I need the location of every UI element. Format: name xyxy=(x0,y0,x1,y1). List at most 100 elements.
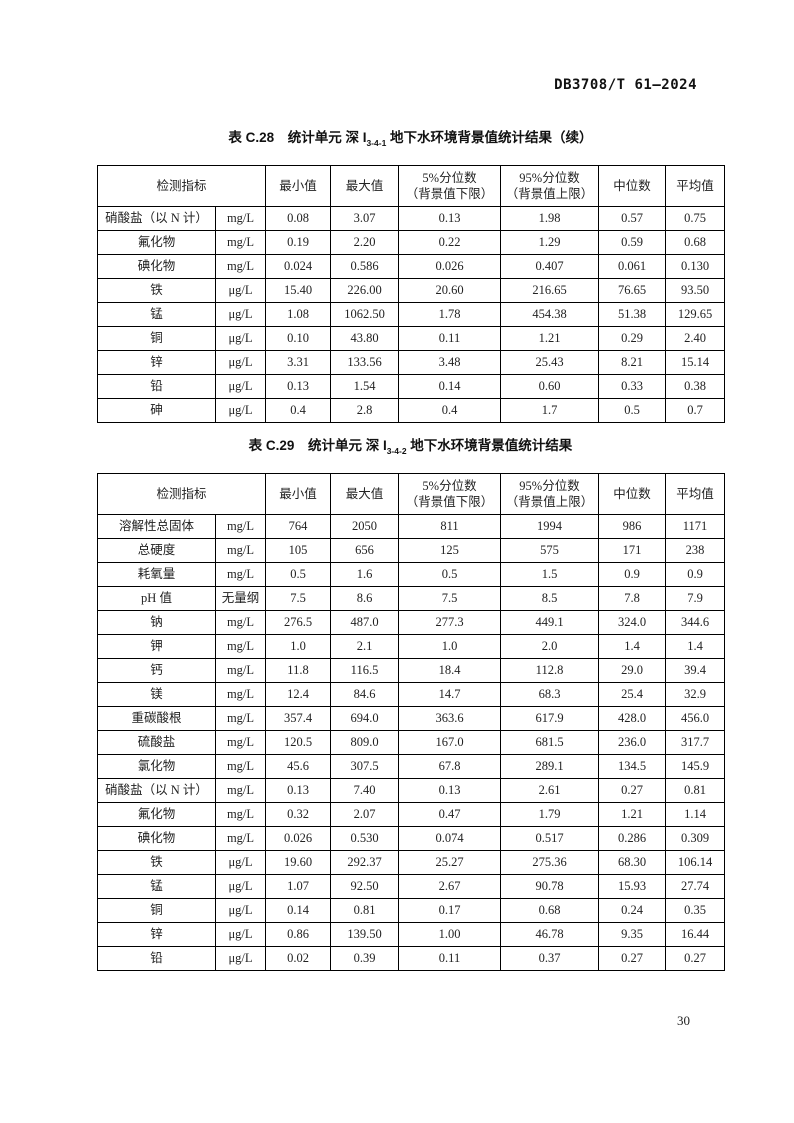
max-cell: 0.530 xyxy=(330,826,400,851)
table-row: 重碳酸根 mg/L 357.4 694.0 363.6 617.9 428.0 456.0 xyxy=(97,706,726,731)
p5-cell: 14.7 xyxy=(398,682,502,707)
unit-cell: mg/L xyxy=(214,658,267,683)
col-header-mean: 平均值 xyxy=(665,473,726,515)
p95-cell: 1.5 xyxy=(500,562,600,587)
mean-cell: 129.65 xyxy=(665,302,726,327)
mean-cell: 1171 xyxy=(665,514,726,539)
table-row: 铜 μg/L 0.10 43.80 0.11 1.21 0.29 2.40 xyxy=(97,326,726,351)
col-header-p5-line1: 5%分位数 xyxy=(422,479,477,493)
max-cell: 2050 xyxy=(330,514,400,539)
unit-cell: mg/L xyxy=(214,538,267,563)
col-header-p95: 95%分位数 （背景值上限） xyxy=(500,165,600,207)
unit-cell: mg/L xyxy=(214,610,267,635)
mean-cell: 0.27 xyxy=(665,946,726,971)
mean-cell: 93.50 xyxy=(665,278,726,303)
indicator-cell: 钠 xyxy=(97,610,216,635)
max-cell: 7.40 xyxy=(330,778,400,803)
col-header-p95: 95%分位数 （背景值上限） xyxy=(500,473,600,515)
max-cell: 307.5 xyxy=(330,754,400,779)
median-cell: 0.59 xyxy=(598,230,667,255)
median-cell: 0.9 xyxy=(598,562,667,587)
table-row: 砷 μg/L 0.4 2.8 0.4 1.7 0.5 0.7 xyxy=(97,398,726,423)
table-c28: 检测指标 最小值 最大值 5%分位数 （背景值下限） 95%分位数 （背景值上限） … xyxy=(96,165,726,423)
min-cell: 0.13 xyxy=(265,374,332,399)
p5-cell: 0.22 xyxy=(398,230,502,255)
table-row: 钾 mg/L 1.0 2.1 1.0 2.0 1.4 1.4 xyxy=(97,634,726,659)
mean-cell: 39.4 xyxy=(665,658,726,683)
min-cell: 0.10 xyxy=(265,326,332,351)
p5-cell: 3.48 xyxy=(398,350,502,375)
min-cell: 0.32 xyxy=(265,802,332,827)
col-header-p95-line2: （背景值上限） xyxy=(505,187,594,201)
mean-cell: 0.75 xyxy=(665,206,726,231)
unit-cell: μg/L xyxy=(214,278,267,303)
p5-cell: 0.11 xyxy=(398,946,502,971)
median-cell: 428.0 xyxy=(598,706,667,731)
table-row: 锌 μg/L 3.31 133.56 3.48 25.43 8.21 15.14 xyxy=(97,350,726,375)
median-cell: 15.93 xyxy=(598,874,667,899)
max-cell: 2.1 xyxy=(330,634,400,659)
table-row: 耗氧量 mg/L 0.5 1.6 0.5 1.5 0.9 0.9 xyxy=(97,562,726,587)
p5-cell: 1.00 xyxy=(398,922,502,947)
table-title-prefix: 表 C.29 统计单元 深 I xyxy=(248,438,387,453)
p5-cell: 0.4 xyxy=(398,398,502,423)
table-row: 氟化物 mg/L 0.32 2.07 0.47 1.79 1.21 1.14 xyxy=(97,802,726,827)
mean-cell: 145.9 xyxy=(665,754,726,779)
median-cell: 171 xyxy=(598,538,667,563)
p5-cell: 20.60 xyxy=(398,278,502,303)
min-cell: 45.6 xyxy=(265,754,332,779)
indicator-cell: 铅 xyxy=(97,946,216,971)
min-cell: 0.86 xyxy=(265,922,332,947)
unit-cell: μg/L xyxy=(214,922,267,947)
table-row: 溶解性总固体 mg/L 764 2050 811 1994 986 1171 xyxy=(97,514,726,539)
min-cell: 105 xyxy=(265,538,332,563)
p95-cell: 1.7 xyxy=(500,398,600,423)
mean-cell: 238 xyxy=(665,538,726,563)
indicator-cell: 铁 xyxy=(97,850,216,875)
unit-cell: mg/L xyxy=(214,230,267,255)
unit-cell: mg/L xyxy=(214,254,267,279)
p5-cell: 18.4 xyxy=(398,658,502,683)
table-c29: 检测指标 最小值 最大值 5%分位数 （背景值下限） 95%分位数 （背景值上限） … xyxy=(96,473,726,971)
header-row: 检测指标 最小值 最大值 5%分位数 （背景值下限） 95%分位数 （背景值上限） … xyxy=(96,473,726,515)
max-cell: 0.39 xyxy=(330,946,400,971)
col-header-p5: 5%分位数 （背景值下限） xyxy=(398,473,502,515)
mean-cell: 0.309 xyxy=(665,826,726,851)
median-cell: 7.8 xyxy=(598,586,667,611)
median-cell: 0.286 xyxy=(598,826,667,851)
table-row: 锰 μg/L 1.07 92.50 2.67 90.78 15.93 27.74 xyxy=(97,874,726,899)
p5-cell: 125 xyxy=(398,538,502,563)
indicator-cell: 锌 xyxy=(97,922,216,947)
median-cell: 1.21 xyxy=(598,802,667,827)
min-cell: 3.31 xyxy=(265,350,332,375)
unit-cell: mg/L xyxy=(214,802,267,827)
p5-cell: 167.0 xyxy=(398,730,502,755)
mean-cell: 106.14 xyxy=(665,850,726,875)
indicator-cell: 硝酸盐（以 N 计） xyxy=(97,206,216,231)
unit-cell: mg/L xyxy=(214,562,267,587)
header-row: 检测指标 最小值 最大值 5%分位数 （背景值下限） 95%分位数 （背景值上限） … xyxy=(96,165,726,207)
table-title-prefix: 表 C.28 统计单元 深 I xyxy=(228,130,367,145)
mean-cell: 7.9 xyxy=(665,586,726,611)
median-cell: 9.35 xyxy=(598,922,667,947)
p95-cell: 216.65 xyxy=(500,278,600,303)
p95-cell: 25.43 xyxy=(500,350,600,375)
indicator-cell: 硫酸盐 xyxy=(97,730,216,755)
unit-cell: μg/L xyxy=(214,898,267,923)
unit-cell: mg/L xyxy=(214,634,267,659)
p95-cell: 2.61 xyxy=(500,778,600,803)
unit-cell: μg/L xyxy=(214,874,267,899)
indicator-cell: 碘化物 xyxy=(97,254,216,279)
median-cell: 986 xyxy=(598,514,667,539)
p95-cell: 0.60 xyxy=(500,374,600,399)
p5-cell: 25.27 xyxy=(398,850,502,875)
p5-cell: 0.13 xyxy=(398,778,502,803)
mean-cell: 344.6 xyxy=(665,610,726,635)
mean-cell: 15.14 xyxy=(665,350,726,375)
table-row: 氯化物 mg/L 45.6 307.5 67.8 289.1 134.5 145.9 xyxy=(97,754,726,779)
table-title-suffix: 地下水环境背景值统计结果 xyxy=(406,438,573,453)
mean-cell: 0.130 xyxy=(665,254,726,279)
p5-cell: 1.0 xyxy=(398,634,502,659)
max-cell: 2.8 xyxy=(330,398,400,423)
table-title-suffix: 地下水环境背景值统计结果（续） xyxy=(386,130,593,145)
